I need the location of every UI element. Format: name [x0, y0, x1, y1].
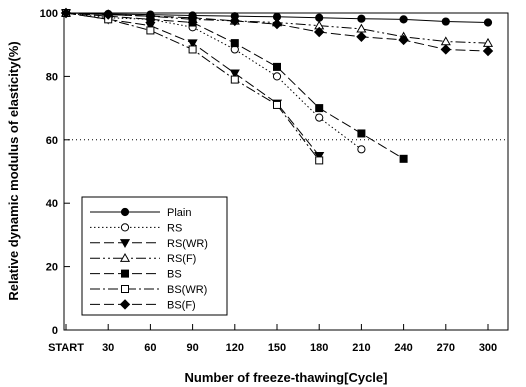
- x-tick-label: 60: [144, 342, 156, 354]
- y-tick-label: 100: [40, 8, 58, 20]
- y-tick-label: 40: [46, 198, 58, 210]
- x-tick-label: 120: [226, 342, 244, 354]
- legend-marker: [119, 252, 131, 262]
- data-point: [145, 10, 156, 22]
- data-point: [440, 36, 451, 46]
- data-point: [229, 69, 240, 79]
- x-tick-label: 90: [186, 342, 198, 354]
- data-point: [271, 18, 283, 30]
- data-point: [60, 7, 72, 19]
- data-point: [357, 129, 366, 138]
- legend-item: BS(F): [90, 299, 196, 311]
- data-point: [230, 39, 239, 48]
- data-point: [483, 18, 493, 27]
- data-point: [146, 26, 155, 35]
- legend: Plain RS RS(WR) RS(F) BS BS(WR) BS(F): [81, 196, 228, 316]
- x-tick-label: 240: [394, 342, 412, 354]
- data-point: [482, 45, 494, 57]
- legend-label: BS: [167, 269, 182, 281]
- data-point: [314, 151, 325, 161]
- series-line: [65, 12, 320, 161]
- series-layer: [60, 7, 494, 165]
- data-point: [315, 13, 324, 22]
- legend-item: RS(WR): [90, 238, 208, 250]
- data-point: [315, 113, 324, 122]
- data-point: [313, 26, 325, 38]
- legend-item: RS(F): [90, 252, 196, 265]
- data-point: [357, 145, 366, 154]
- x-tick-label: 300: [479, 342, 497, 354]
- series-bs-wr-: [62, 9, 324, 165]
- legend-label: BS(F): [167, 299, 196, 311]
- x-tick-label: 180: [310, 342, 328, 354]
- data-point: [273, 100, 281, 109]
- x-tick-label: 30: [102, 342, 114, 354]
- legend-item: Plain: [90, 207, 191, 219]
- data-point: [315, 156, 324, 165]
- y-tick-label: 20: [46, 262, 58, 274]
- data-point: [440, 44, 452, 55]
- legend-marker: [121, 269, 129, 278]
- data-point: [356, 23, 367, 33]
- legend-label: RS(WR): [167, 238, 208, 250]
- legend-marker: [121, 285, 129, 293]
- x-axis: START 30 60 90 120 150 180 210 240 270 300: [48, 324, 497, 354]
- legend-item: BS: [90, 269, 182, 281]
- data-point: [272, 72, 282, 81]
- y-tick-label: 80: [46, 71, 58, 83]
- legend-box: [81, 196, 228, 316]
- legend-label: BS(WR): [167, 284, 207, 296]
- data-point: [398, 34, 409, 46]
- data-point: [399, 15, 408, 24]
- plot-frame: [63, 12, 509, 331]
- data-point: [187, 39, 198, 49]
- series-bs: [62, 9, 408, 163]
- legend-marker: [119, 239, 131, 249]
- legend-item: BS(WR): [90, 284, 207, 296]
- x-tick-label: 150: [268, 342, 286, 354]
- data-point: [356, 31, 367, 42]
- data-point: [102, 9, 114, 20]
- x-tick-label: 210: [352, 342, 370, 354]
- y-tick-label: 60: [46, 135, 58, 147]
- x-axis-title: Number of freeze-thawing[Cycle]: [185, 370, 388, 385]
- data-point: [441, 17, 450, 26]
- y-axis-title: Relative dynamic modulus of elasticity(%…: [6, 41, 21, 300]
- legend-label: RS(F): [167, 253, 196, 265]
- legend-label: Plain: [167, 207, 191, 219]
- series-bs-f-: [60, 7, 494, 57]
- legend-marker: [120, 207, 130, 217]
- data-point: [229, 15, 241, 27]
- series-line: [65, 12, 404, 160]
- x-tick-label: 270: [437, 342, 455, 354]
- data-point: [315, 104, 324, 113]
- data-point: [187, 12, 198, 23]
- legend-marker: [119, 299, 131, 310]
- legend-label: RS: [167, 222, 182, 234]
- data-point: [357, 14, 366, 23]
- x-tick-label: START: [48, 342, 84, 354]
- legend-marker: [120, 223, 130, 232]
- series-line: [65, 12, 320, 156]
- data-point: [273, 62, 281, 71]
- y-axis: 0 20 40 60 80 100: [40, 8, 70, 337]
- plot-area: [63, 12, 509, 331]
- data-point: [399, 154, 408, 163]
- data-point: [230, 75, 239, 84]
- data-point: [188, 45, 197, 54]
- legend-item: RS: [90, 222, 182, 234]
- series-rs-wr-: [60, 9, 325, 161]
- y-tick-label: 0: [52, 325, 58, 337]
